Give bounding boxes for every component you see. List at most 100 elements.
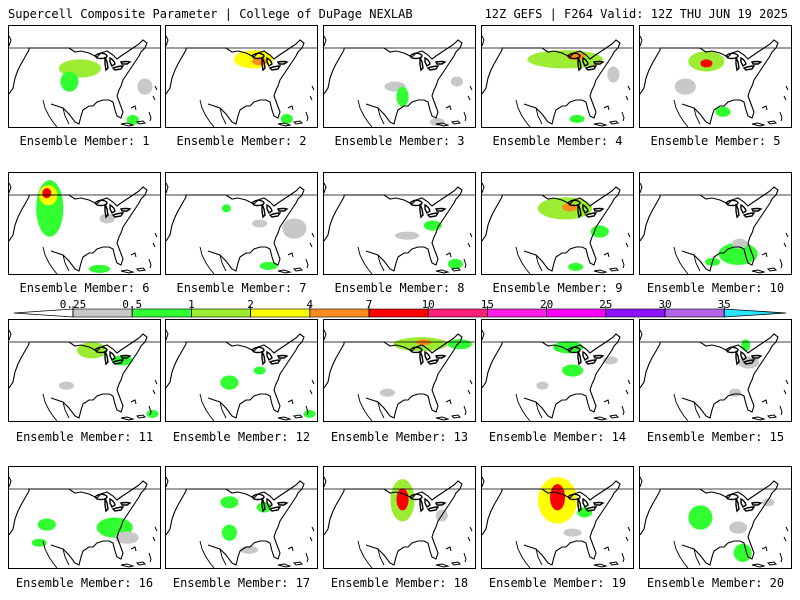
colorbar-tick-label: 2: [247, 298, 254, 311]
member-caption: Ensemble Member: 9: [492, 281, 623, 295]
ensemble-map-panel: [639, 172, 792, 275]
ensemble-map-panel: [165, 319, 318, 422]
colorbar-tick-label: 25: [599, 298, 613, 311]
member-caption: Ensemble Member: 11: [15, 430, 154, 444]
us-map: [640, 182, 791, 274]
us-map: [482, 476, 633, 568]
scp-shaded-area: [568, 262, 584, 271]
scp-shaded-area: [552, 341, 584, 354]
us-map: [166, 35, 317, 127]
colorbar-tick-label: 4: [306, 298, 314, 311]
scp-shaded-area: [60, 71, 79, 92]
ensemble-map-panel: [481, 466, 634, 569]
ensemble-map-panel: [323, 25, 476, 128]
scp-shaded-area: [447, 258, 463, 269]
colorbar: [13, 306, 787, 318]
member-caption: Ensemble Member: 8: [334, 281, 465, 295]
ensemble-map-panel: [165, 172, 318, 275]
colorbar-swatch: [250, 308, 311, 318]
ensemble-map-panel: [8, 319, 161, 422]
member-caption: Ensemble Member: 19: [488, 576, 627, 590]
scp-shaded-area: [99, 213, 115, 224]
colorbar-tick-label: 7: [365, 298, 373, 311]
colorbar-tick-label: 0.25: [59, 298, 87, 311]
scp-shaded-area: [590, 225, 609, 238]
colorbar-tick-label: 30: [658, 298, 672, 311]
colorbar-swatch: [427, 308, 488, 318]
us-map: [640, 329, 791, 421]
member-caption: Ensemble Member: 3: [334, 134, 465, 148]
scp-shaded-area: [282, 218, 307, 239]
colorbar-swatch: [723, 308, 787, 318]
ensemble-map-panel: [481, 172, 634, 275]
member-caption: Ensemble Member: 1: [19, 134, 150, 148]
scp-shaded-area: [146, 409, 159, 418]
us-map: [324, 476, 475, 568]
us-map: [9, 35, 160, 127]
us-map: [166, 329, 317, 421]
scp-shaded-area: [114, 531, 139, 544]
us-map: [324, 35, 475, 127]
scp-shaded-area: [527, 50, 603, 69]
scp-shaded-area: [447, 339, 472, 350]
scp-shaded-area: [733, 543, 752, 562]
run-info: 12Z GEFS | F264 Valid: 12Z THU JUN 19 20…: [484, 7, 788, 21]
scp-shaded-area: [137, 78, 153, 95]
scp-shaded-area: [220, 375, 239, 390]
us-map: [324, 182, 475, 274]
colorbar-swatch: [546, 308, 607, 318]
us-map: [324, 329, 475, 421]
colorbar-tick-label: 15: [480, 298, 495, 311]
scp-shaded-area: [450, 76, 463, 87]
scp-shaded-area: [429, 117, 445, 126]
scp-shaded-area: [569, 114, 585, 123]
colorbar-tick-label: 10: [421, 298, 435, 311]
ensemble-map-panel: [323, 319, 476, 422]
scp-shaded-area: [220, 496, 239, 509]
ensemble-map-panel: [639, 25, 792, 128]
us-map: [482, 329, 633, 421]
scp-shaded-area: [89, 264, 111, 273]
ensemble-map-panel: [481, 319, 634, 422]
us-map: [640, 35, 791, 127]
scp-shaded-area: [42, 188, 52, 199]
member-caption: Ensemble Member: 10: [646, 281, 785, 295]
ensemble-map-panel: [639, 319, 792, 422]
scp-shaded-area: [718, 242, 758, 265]
page-title: Supercell Composite Parameter | College …: [8, 7, 413, 21]
colorbar-tick-label: 20: [539, 298, 554, 311]
member-caption: Ensemble Member: 17: [172, 576, 311, 590]
ensemble-map-panel: [8, 25, 161, 128]
member-caption: Ensemble Member: 20: [646, 576, 785, 590]
scp-shaded-area: [729, 521, 748, 534]
scp-shaded-area: [700, 59, 713, 68]
us-map: [640, 476, 791, 568]
scp-shaded-area: [379, 388, 395, 397]
scp-shaded-area: [221, 204, 231, 213]
colorbar-swatch: [191, 308, 251, 318]
member-caption: Ensemble Member: 12: [172, 430, 311, 444]
colorbar-tick-label: 0.5: [122, 298, 143, 311]
scp-shaded-area: [396, 488, 409, 511]
scp-shaded-area: [280, 113, 293, 124]
scp-shaded-area: [577, 507, 593, 518]
scp-shaded-area: [31, 538, 47, 547]
us-map: [166, 182, 317, 274]
scp-shaded-area: [394, 231, 420, 240]
colorbar-swatch: [368, 308, 429, 318]
colorbar-tick-label: 1: [188, 298, 195, 311]
scp-shaded-area: [303, 409, 316, 418]
member-caption: Ensemble Member: 2: [176, 134, 307, 148]
member-caption: Ensemble Member: 6: [19, 281, 150, 295]
ensemble-map-panel: [323, 172, 476, 275]
us-map: [9, 329, 160, 421]
scp-shaded-area: [37, 518, 56, 531]
member-caption: Ensemble Member: 4: [492, 134, 623, 148]
member-caption: Ensemble Member: 7: [176, 281, 307, 295]
member-caption: Ensemble Member: 14: [488, 430, 627, 444]
us-map: [166, 476, 317, 568]
colorbar-swatch: [309, 308, 370, 318]
scp-shaded-area: [607, 66, 620, 83]
scp-shaded-area: [715, 106, 731, 117]
colorbar-swatch: [487, 308, 547, 318]
